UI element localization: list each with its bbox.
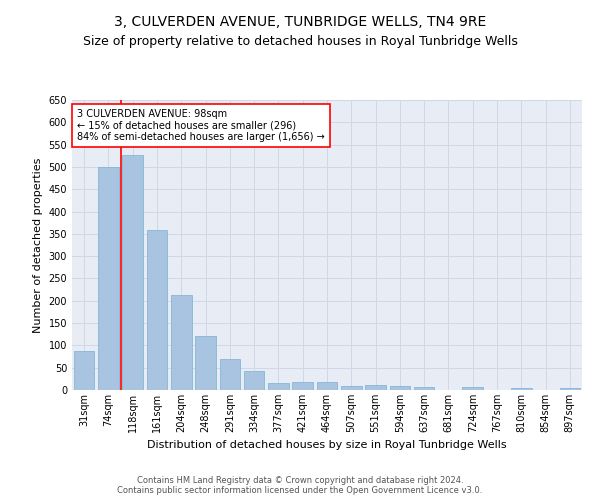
- Text: 3, CULVERDEN AVENUE, TUNBRIDGE WELLS, TN4 9RE: 3, CULVERDEN AVENUE, TUNBRIDGE WELLS, TN…: [114, 15, 486, 29]
- Bar: [195, 336, 216, 390]
- Text: Contains HM Land Registry data © Crown copyright and database right 2024.
Contai: Contains HM Land Registry data © Crown c…: [118, 476, 482, 495]
- Text: Size of property relative to detached houses in Royal Tunbridge Wells: Size of property relative to detached ho…: [83, 35, 517, 48]
- Bar: [317, 382, 337, 390]
- Bar: [414, 387, 434, 390]
- Bar: [146, 230, 167, 390]
- Bar: [220, 359, 240, 390]
- Bar: [365, 385, 386, 390]
- Y-axis label: Number of detached properties: Number of detached properties: [33, 158, 43, 332]
- Bar: [171, 296, 191, 390]
- Bar: [74, 350, 94, 390]
- Text: 3 CULVERDEN AVENUE: 98sqm
← 15% of detached houses are smaller (296)
84% of semi: 3 CULVERDEN AVENUE: 98sqm ← 15% of detac…: [77, 108, 325, 142]
- X-axis label: Distribution of detached houses by size in Royal Tunbridge Wells: Distribution of detached houses by size …: [147, 440, 507, 450]
- Bar: [389, 386, 410, 390]
- Bar: [560, 388, 580, 390]
- Bar: [463, 388, 483, 390]
- Bar: [292, 382, 313, 390]
- Bar: [122, 155, 143, 390]
- Bar: [244, 371, 265, 390]
- Bar: [268, 383, 289, 390]
- Bar: [511, 388, 532, 390]
- Bar: [341, 386, 362, 390]
- Bar: [98, 167, 119, 390]
